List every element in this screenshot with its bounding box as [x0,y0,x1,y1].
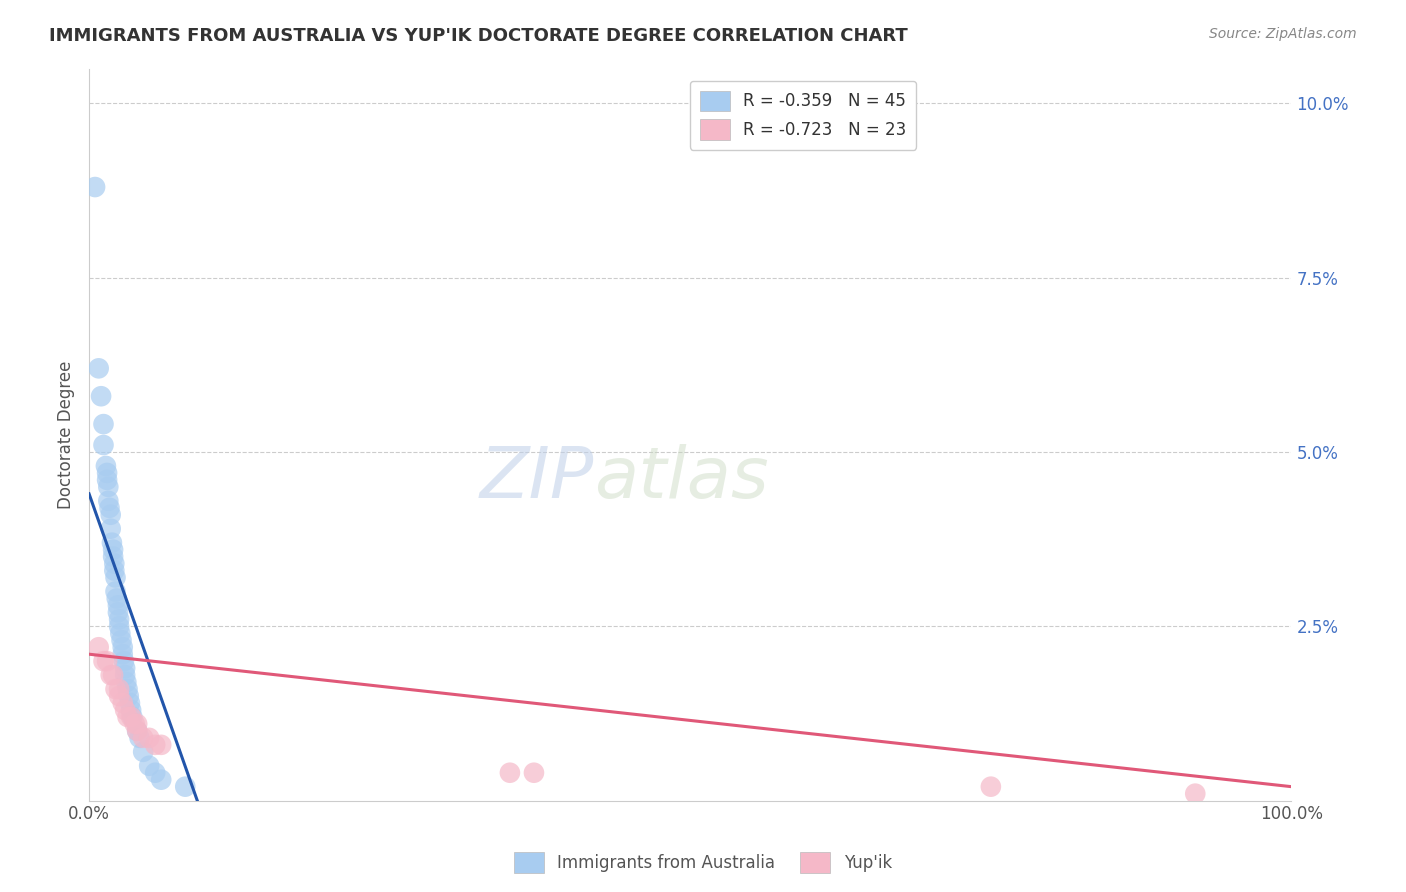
Point [96,473,118,487]
Point [87,361,110,376]
Point [90,389,112,403]
Point [101,549,124,564]
Point [100,668,122,682]
Point [98,500,121,515]
Point [104,681,127,696]
Point [103,564,125,578]
Text: ZIP: ZIP [479,444,595,513]
Point [120,703,142,717]
Point [112,654,135,668]
Point [127,723,149,738]
Point [93,438,115,452]
Point [127,717,149,731]
Point [108,681,131,696]
Point [114,668,136,682]
Point [93,417,115,431]
Point [120,710,142,724]
Point [127,723,149,738]
Point [1184,787,1206,801]
Point [150,772,173,787]
Point [105,591,128,606]
Point [87,640,110,655]
Point [97,480,120,494]
Point [103,557,125,571]
Point [523,765,546,780]
Y-axis label: Doctorate Degree: Doctorate Degree [58,360,75,508]
Point [111,696,134,710]
Point [980,780,1002,794]
Text: atlas: atlas [595,444,769,513]
Point [114,661,136,675]
Point [111,640,134,655]
Point [94,458,117,473]
Point [101,542,124,557]
Point [143,738,166,752]
Point [124,717,146,731]
Point [115,675,138,690]
Point [104,584,127,599]
Text: Source: ZipAtlas.com: Source: ZipAtlas.com [1209,27,1357,41]
Point [97,493,120,508]
Point [118,689,141,703]
Point [101,668,124,682]
Point [499,765,522,780]
Point [138,731,160,745]
Point [93,654,115,668]
Point [150,738,173,752]
Point [104,570,127,584]
Point [117,681,139,696]
Point [107,599,129,613]
Point [118,696,141,710]
Point [110,633,132,648]
Legend: Immigrants from Australia, Yup'ik: Immigrants from Australia, Yup'ik [508,846,898,880]
Point [108,612,131,626]
Point [117,710,139,724]
Point [111,647,134,661]
Point [108,689,131,703]
Point [128,731,150,745]
Point [132,745,155,759]
Text: IMMIGRANTS FROM AUSTRALIA VS YUP'IK DOCTORATE DEGREE CORRELATION CHART: IMMIGRANTS FROM AUSTRALIA VS YUP'IK DOCT… [49,27,908,45]
Legend: R = -0.359   N = 45, R = -0.723   N = 23: R = -0.359 N = 45, R = -0.723 N = 23 [690,80,917,150]
Point [114,703,136,717]
Point [107,606,129,620]
Point [96,466,118,480]
Point [96,654,118,668]
Point [108,619,131,633]
Point [121,710,143,724]
Point [138,758,160,772]
Point [132,731,155,745]
Point [174,780,197,794]
Point [143,765,166,780]
Point [101,535,124,549]
Point [110,626,132,640]
Point [100,522,122,536]
Point [84,180,107,194]
Point [100,508,122,522]
